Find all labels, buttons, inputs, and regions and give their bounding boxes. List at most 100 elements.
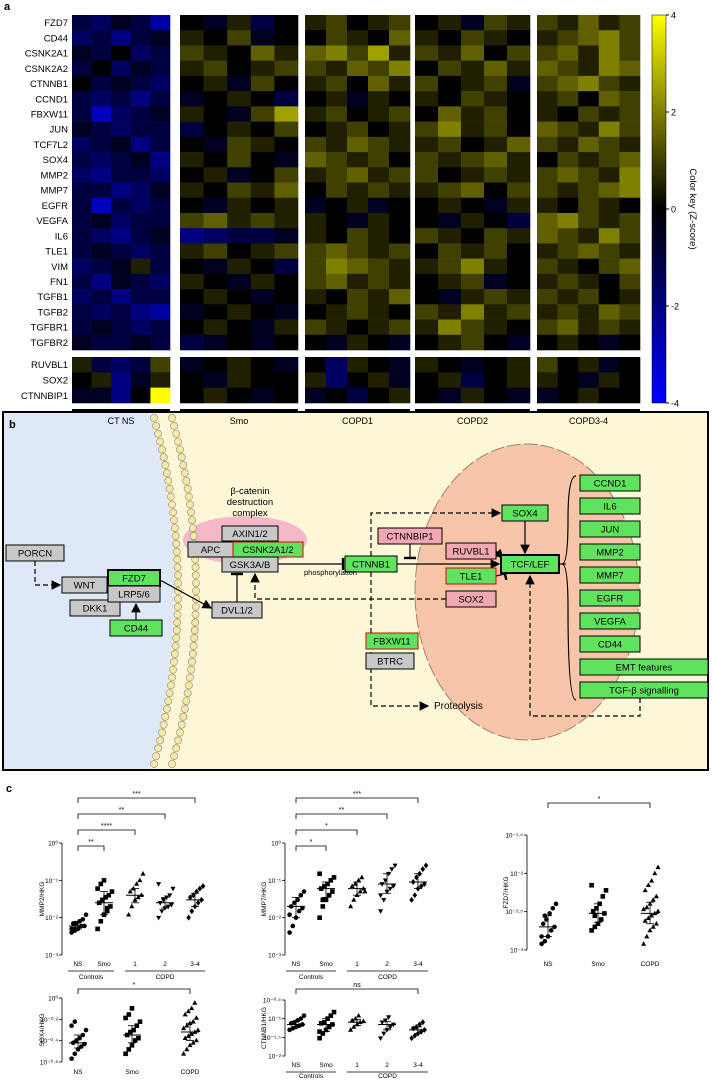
gene-label: SOX2 (43, 376, 68, 387)
gene-label: TCF7L2 (34, 140, 68, 151)
gene-label: VIM (51, 262, 68, 273)
heat-cell (368, 136, 390, 153)
data-point (326, 1024, 332, 1030)
heat-cell (537, 60, 558, 77)
heat-cell (415, 372, 439, 388)
gene-node-label: CD44 (598, 640, 622, 651)
heat-cell (389, 182, 411, 199)
heat-cell (578, 243, 600, 259)
heat-cell (203, 60, 228, 77)
heat-cell (347, 319, 369, 336)
heat-cell (537, 45, 558, 61)
heat-cell (578, 30, 600, 46)
heat-cell (507, 289, 531, 305)
heat-cell (111, 212, 132, 229)
gene-label: JUN (50, 125, 69, 136)
heat-cell (578, 182, 600, 199)
heat-cell (130, 319, 151, 336)
heat-cell (578, 319, 600, 336)
data-point (72, 1051, 78, 1057)
heat-cell (130, 387, 151, 404)
data-point (390, 884, 396, 889)
data-point (655, 864, 661, 870)
significance-bracket (77, 813, 166, 819)
heat-cell (180, 289, 204, 305)
heat-cell (91, 45, 112, 61)
data-point (649, 878, 655, 883)
heat-cell (305, 228, 327, 244)
y-tick-label: 10⁰ (271, 840, 281, 848)
heat-cell (619, 75, 641, 92)
heat-cell (461, 243, 485, 259)
heat-cell (111, 30, 132, 46)
data-point (317, 915, 322, 920)
heat-cell (203, 243, 228, 259)
heat-cell (305, 319, 327, 336)
heat-cell (619, 136, 641, 153)
group-label: CT NS (108, 416, 135, 426)
heat-cell (415, 197, 439, 214)
heat-cell (227, 273, 252, 290)
heat-cell (438, 30, 462, 46)
heat-cell (598, 387, 620, 404)
heat-cell (91, 258, 112, 275)
data-point (653, 920, 659, 926)
connector (561, 475, 577, 701)
lipid-head (164, 697, 173, 705)
heat-cell (578, 197, 600, 214)
heat-cell (557, 387, 579, 404)
significance-bracket (77, 845, 105, 851)
lipid-head (189, 642, 198, 650)
heat-cell (389, 212, 411, 229)
heat-cell (326, 372, 348, 388)
heat-cell (484, 212, 508, 229)
heat-cell (305, 387, 327, 404)
heat-cell (150, 91, 171, 107)
heat-cell (274, 91, 299, 107)
heat-cell (368, 121, 390, 138)
heat-cell (578, 387, 600, 404)
lipid-head (161, 712, 170, 721)
data-point (104, 908, 110, 914)
lipid-head (180, 469, 189, 477)
heat-cell (305, 372, 327, 388)
lipid-head (192, 579, 200, 588)
panel-label: c (6, 783, 12, 795)
heat-cell (72, 15, 92, 31)
heat-cell (438, 372, 462, 388)
y-axis-title: FZD7/HKG (503, 876, 510, 908)
data-point (539, 934, 544, 939)
heat-cell (578, 273, 600, 290)
heat-cell (557, 136, 579, 153)
heat-cell (91, 273, 112, 290)
heat-cell (598, 136, 620, 153)
heat-cell (347, 15, 369, 31)
heat-cell (507, 60, 531, 77)
lipid-head (166, 492, 175, 501)
data-point (598, 917, 604, 922)
data-point (134, 881, 140, 886)
heat-cell (250, 136, 275, 153)
heat-cell (507, 167, 531, 183)
heat-cell (72, 228, 92, 244)
heat-cell (438, 167, 462, 183)
gene-node (365, 652, 415, 670)
heat-cell (180, 228, 204, 244)
heat-cell (619, 182, 641, 199)
heat-cell (227, 334, 252, 351)
heat-cell (91, 106, 112, 122)
heat-cell (557, 357, 579, 373)
heat-cell (598, 167, 620, 183)
gene-label: TGFB2 (37, 307, 68, 318)
heat-cell (484, 60, 508, 77)
data-point (417, 1021, 422, 1028)
lipid-head (166, 681, 175, 690)
heat-cell (150, 357, 171, 373)
gene-node (211, 601, 263, 619)
heat-cell (72, 75, 92, 92)
gene-node (500, 554, 560, 574)
heat-cell (274, 167, 299, 183)
data-point (126, 1047, 132, 1052)
heat-cell (389, 334, 411, 351)
gene-node (579, 474, 641, 492)
